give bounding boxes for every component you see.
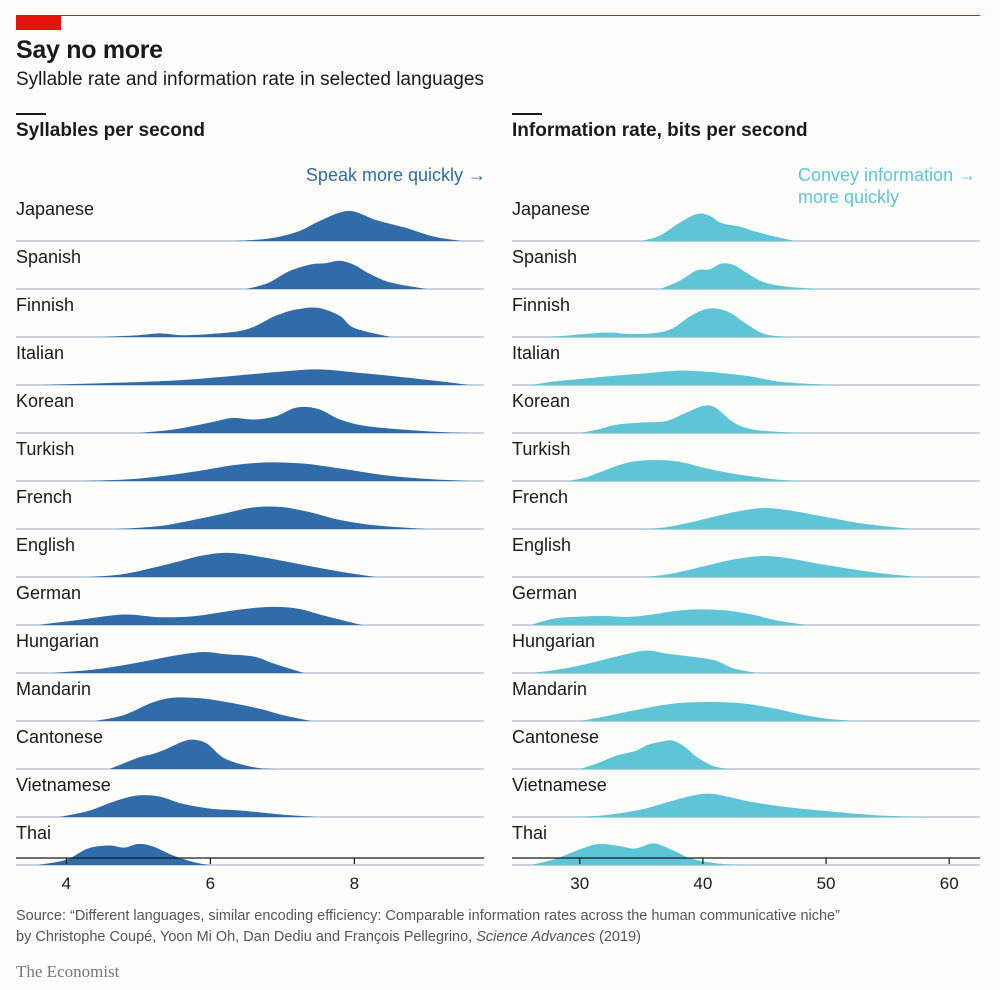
brand-red-tag	[16, 15, 61, 30]
info-label-vietnamese: Vietnamese	[512, 775, 607, 795]
syllables-label-japanese: Japanese	[16, 199, 94, 219]
syllables-density-hungarian	[52, 651, 304, 673]
syllables-density-cantonese	[109, 739, 276, 769]
info-density-italian	[530, 370, 839, 385]
info-density-german	[530, 609, 808, 625]
info-density-korean	[579, 405, 808, 433]
info-tick-label-30: 30	[570, 874, 589, 893]
syllables-tick-label-4: 4	[62, 874, 71, 893]
info-density-english	[641, 556, 919, 577]
syllables-density-spanish	[246, 260, 427, 289]
info-tick-label-40: 40	[693, 874, 712, 893]
info-label-turkish: Turkish	[512, 439, 570, 459]
syllables-label-mandarin: Mandarin	[16, 679, 91, 699]
info-label-japanese: Japanese	[512, 199, 590, 219]
info-density-vietnamese	[567, 793, 925, 817]
info-density-cantonese	[579, 740, 734, 769]
syllables-density-german	[37, 606, 362, 625]
info-density-spanish	[659, 263, 820, 289]
info-label-mandarin: Mandarin	[512, 679, 587, 699]
syllables-tick-label-6: 6	[206, 874, 215, 893]
info-density-finnish	[542, 308, 790, 337]
info-density-mandarin	[579, 702, 857, 721]
syllables-label-thai: Thai	[16, 823, 51, 843]
syllables-label-spanish: Spanish	[16, 247, 81, 267]
syllables-density-japanese	[232, 210, 463, 241]
info-density-japanese	[641, 213, 796, 241]
source-year: (2019)	[595, 929, 641, 945]
syllables-label-french: French	[16, 487, 72, 507]
left-panel-title: Syllables per second	[16, 120, 206, 141]
syllables-density-italian	[37, 369, 470, 385]
syllables-label-german: German	[16, 583, 81, 603]
info-label-cantonese: Cantonese	[512, 727, 599, 747]
info-density-hungarian	[530, 650, 759, 673]
info-density-thai	[530, 843, 746, 865]
syllables-density-french	[116, 506, 427, 529]
info-label-german: German	[512, 583, 577, 603]
syllables-density-thai	[37, 843, 211, 865]
info-label-korean: Korean	[512, 391, 570, 411]
source-prefix: Source: “Different languages, similar en…	[16, 908, 840, 924]
economist-logo: The Economist	[16, 962, 120, 981]
convey-information-annotation: Convey information → more quickly	[798, 164, 976, 208]
info-label-finnish: Finnish	[512, 295, 570, 315]
info-label-hungarian: Hungarian	[512, 631, 595, 651]
syllables-label-cantonese: Cantonese	[16, 727, 103, 747]
info-label-thai: Thai	[512, 823, 547, 843]
source-authors: by Christophe Coupé, Yoon Mi Oh, Dan Ded…	[16, 929, 477, 945]
info-tick-label-60: 60	[940, 874, 959, 893]
right-panel-title: Information rate, bits per second	[512, 120, 808, 141]
syllables-label-finnish: Finnish	[16, 295, 74, 315]
syllables-label-italian: Italian	[16, 343, 64, 363]
chart-title: Say no more	[16, 36, 163, 64]
syllables-density-turkish	[80, 462, 470, 481]
chart-subtitle: Syllable rate and information rate in se…	[16, 69, 484, 90]
source-journal: Science Advances	[476, 929, 596, 945]
info-density-turkish	[567, 459, 802, 481]
info-label-english: English	[512, 535, 571, 555]
syllables-label-korean: Korean	[16, 391, 74, 411]
info-tick-label-50: 50	[817, 874, 836, 893]
speak-more-quickly-annotation: Speak more quickly →	[305, 165, 486, 185]
syllables-density-english	[88, 552, 376, 577]
annotation-line-1: Convey information →	[798, 165, 977, 185]
annotation-line-2: more quickly	[798, 187, 900, 207]
syllables-density-vietnamese	[59, 795, 319, 817]
syllables-density-finnish	[102, 307, 391, 337]
syllables-label-hungarian: Hungarian	[16, 631, 99, 651]
syllables-density-korean	[138, 406, 470, 433]
top-rule	[16, 15, 980, 16]
info-density-french	[641, 507, 913, 529]
right-panel-tick	[512, 113, 542, 115]
syllables-label-english: English	[16, 535, 75, 555]
syllables-label-turkish: Turkish	[16, 439, 74, 459]
source-note: Source: “Different languages, similar en…	[16, 906, 976, 948]
syllables-label-vietnamese: Vietnamese	[16, 775, 111, 795]
info-label-italian: Italian	[512, 343, 560, 363]
syllables-tick-label-8: 8	[350, 874, 359, 893]
info-label-french: French	[512, 487, 568, 507]
syllables-density-mandarin	[95, 697, 312, 721]
info-label-spanish: Spanish	[512, 247, 577, 267]
left-panel-tick	[16, 113, 46, 115]
